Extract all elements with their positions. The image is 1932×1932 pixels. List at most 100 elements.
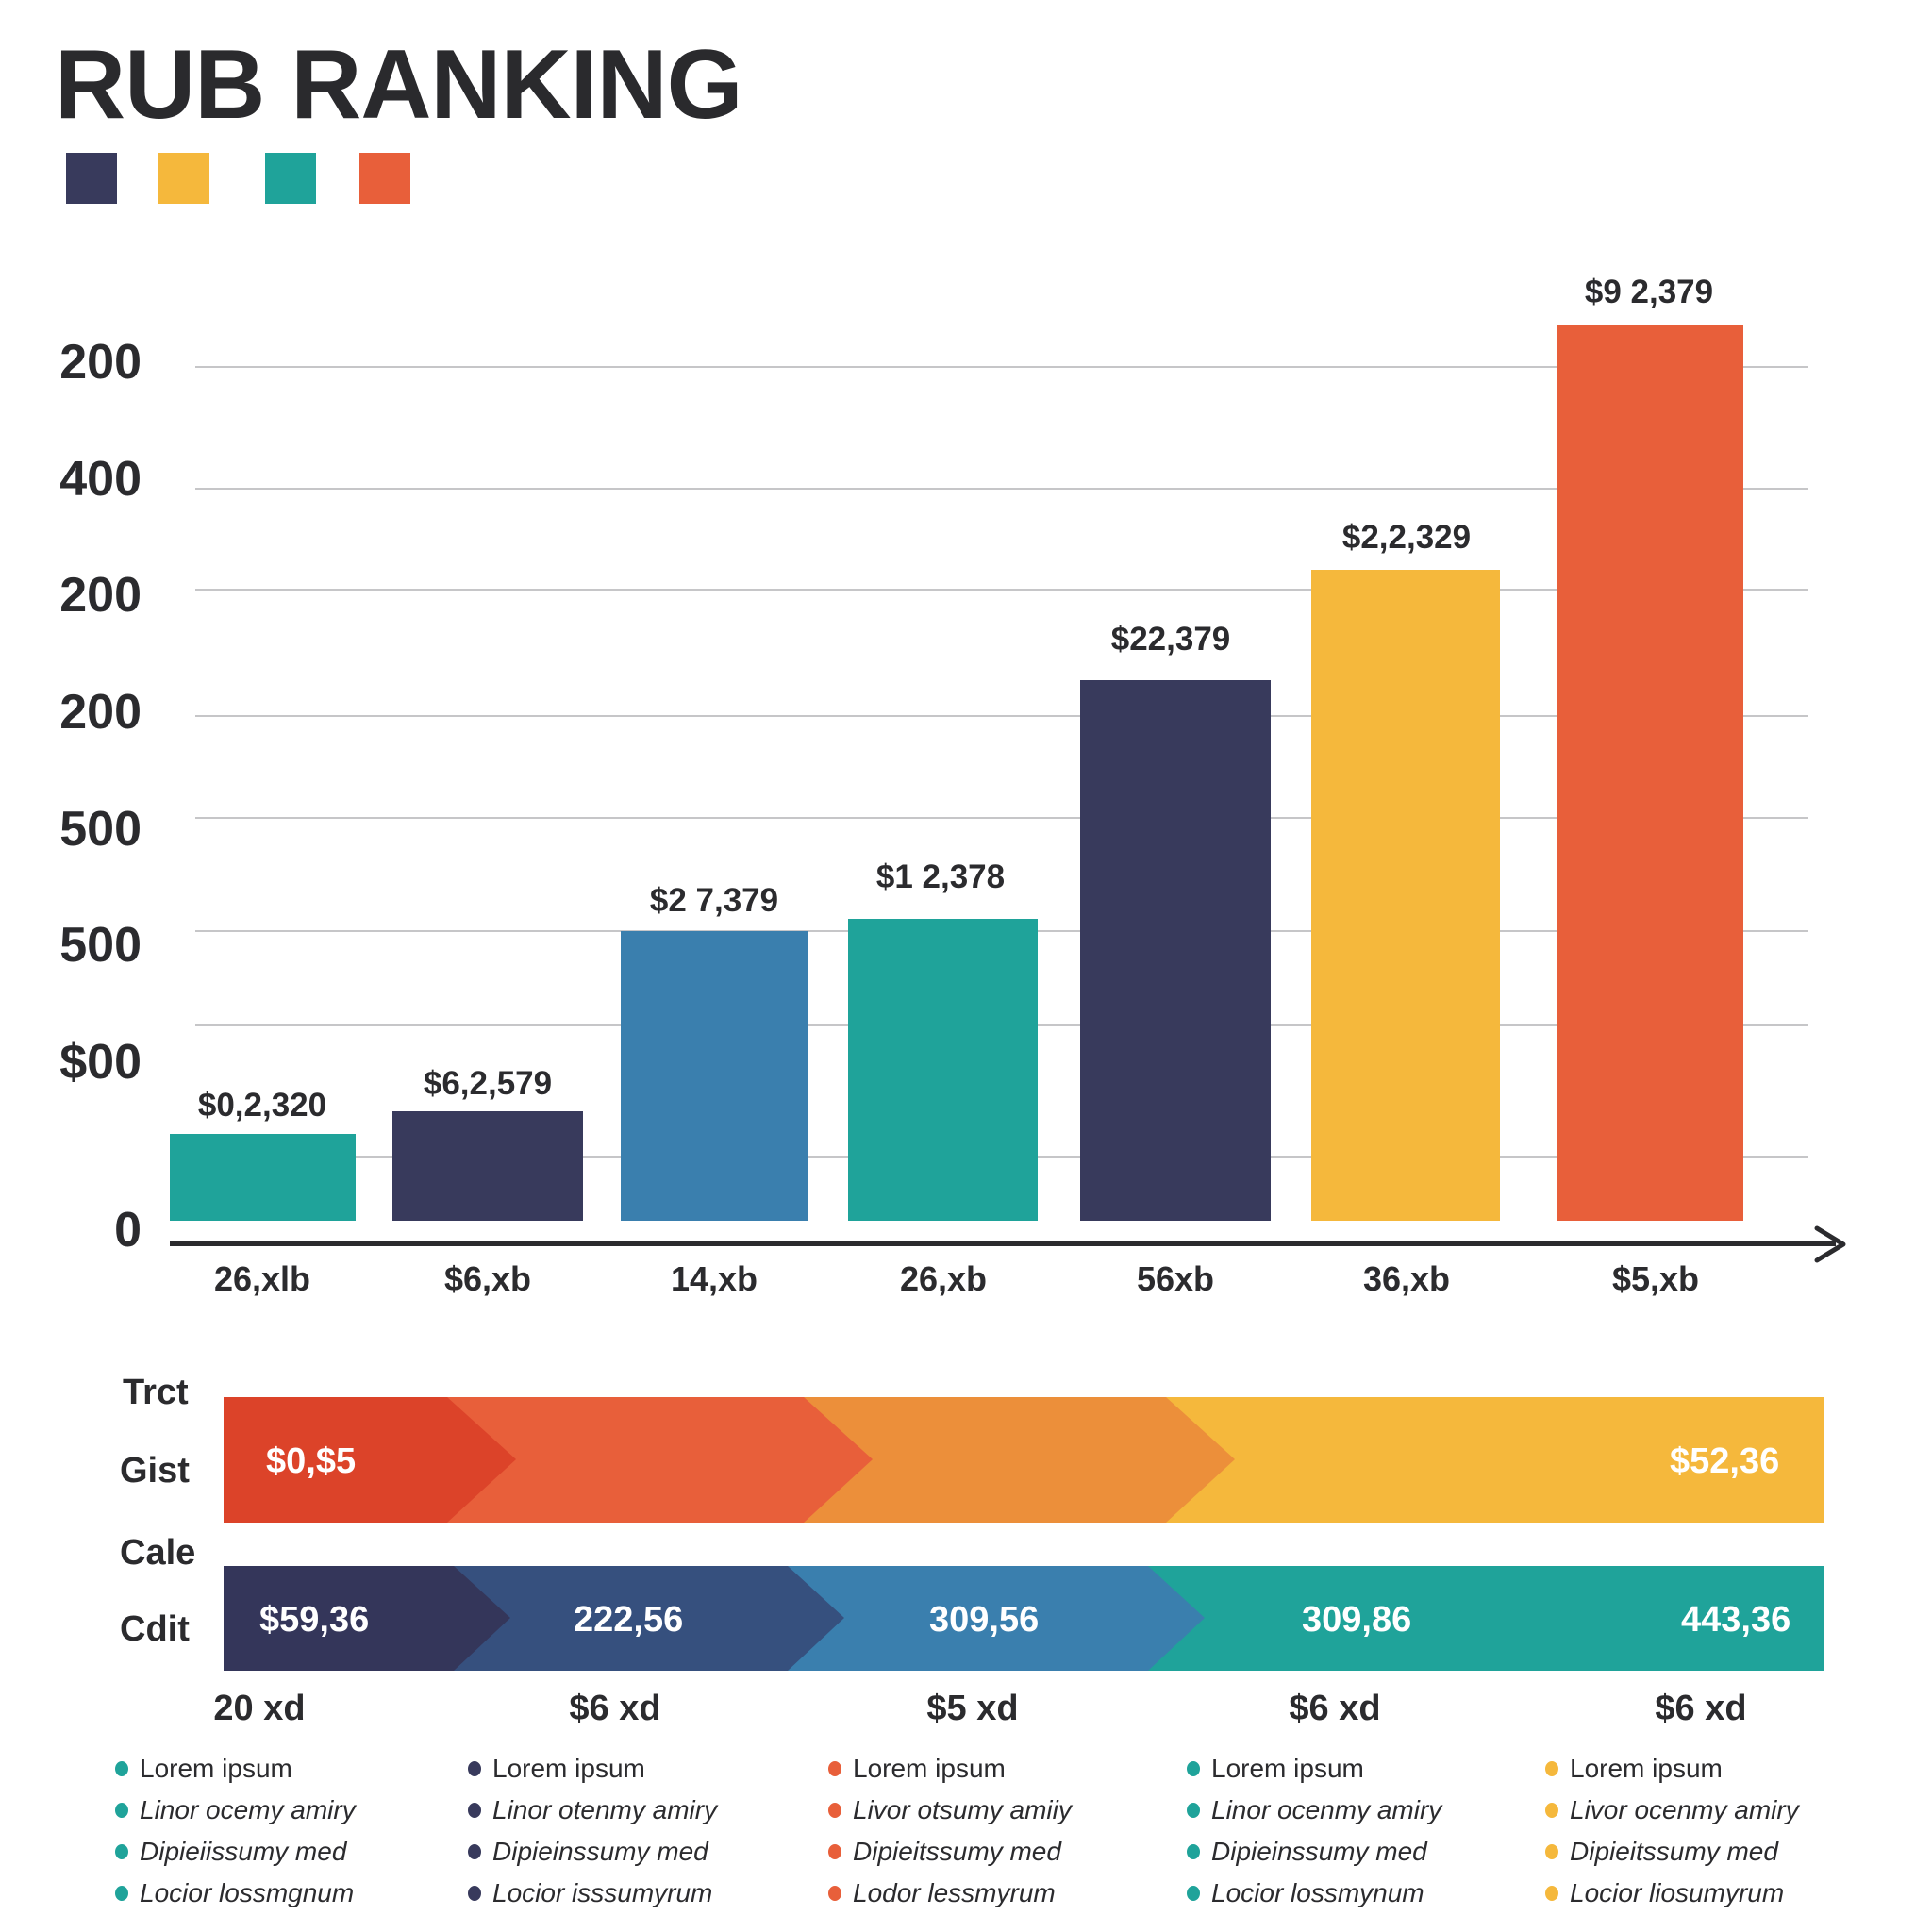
- band-value: 222,56: [574, 1600, 684, 1640]
- legend-item-label: Dipieinssumy med: [492, 1837, 708, 1866]
- bar-value-label: $22,379: [1110, 621, 1231, 658]
- legend-item: Dipieitssumy med: [1545, 1831, 1866, 1873]
- bullet-dot-icon: [828, 1886, 841, 1901]
- band-value: $0,$5: [266, 1441, 357, 1481]
- bar-3: [621, 931, 808, 1221]
- bullet-dot-icon: [1545, 1803, 1558, 1818]
- arrow-right-icon: [1814, 1225, 1846, 1263]
- legend-item: Lorem ipsum: [468, 1748, 789, 1790]
- legend-item-label: Linor otenmy amiry: [492, 1795, 718, 1824]
- gridline: [195, 366, 1808, 368]
- legend-item-label: Dipieitssumy med: [853, 1837, 1061, 1866]
- bar-6: [1311, 570, 1500, 1221]
- legend-item-label: Lodor lessmyrum: [853, 1878, 1056, 1907]
- legend-item-label: Lorem ipsum: [853, 1754, 1006, 1783]
- bullet-dot-icon: [115, 1844, 128, 1859]
- band-x-label: $6 xd: [1655, 1689, 1747, 1728]
- y-axis-label: 0: [114, 1203, 142, 1257]
- x-axis-label: $6,xb: [443, 1259, 532, 1298]
- chevron-band-bottom: [224, 1566, 1824, 1671]
- legend-item: Linor otenmy amiry: [468, 1790, 789, 1831]
- band-x-label: $5 xd: [926, 1689, 1019, 1728]
- x-axis-label: 26,xb: [899, 1259, 988, 1298]
- bar-5: [1080, 680, 1271, 1221]
- legend-item-label: Lorem ipsum: [1570, 1754, 1723, 1783]
- legend-item: Lodor lessmyrum: [828, 1873, 1149, 1914]
- chevron-band-bottom-shapes: [224, 1566, 1824, 1671]
- gridline: [195, 488, 1808, 490]
- chart-title: RUB RANKING: [55, 30, 743, 140]
- bullet-dot-icon: [468, 1761, 481, 1776]
- row-label: Trct: [123, 1373, 189, 1412]
- row-label: Cdit: [120, 1609, 190, 1649]
- legend-item: Dipieiissumy med: [115, 1831, 436, 1873]
- legend-item-label: Locior lossmynum: [1211, 1878, 1424, 1907]
- legend-item: Dipieinssumy med: [1187, 1831, 1507, 1873]
- bullet-dot-icon: [468, 1844, 481, 1859]
- band-value: 309,86: [1302, 1600, 1412, 1640]
- legend-column: Lorem ipsum Linor otenmy amiry Dipieinss…: [468, 1748, 789, 1914]
- bar-4: [848, 919, 1038, 1221]
- bullet-dot-icon: [828, 1844, 841, 1859]
- legend-column: Lorem ipsum Livor otsumy amiiy Dipieitss…: [828, 1748, 1149, 1914]
- x-axis-label: 56xb: [1136, 1259, 1215, 1298]
- bullet-dot-icon: [468, 1803, 481, 1818]
- legend-item-label: Dipieitssumy med: [1570, 1837, 1778, 1866]
- legend-item: Dipieinssumy med: [468, 1831, 789, 1873]
- legend-item: Lorem ipsum: [1187, 1748, 1507, 1790]
- bullet-dot-icon: [828, 1803, 841, 1818]
- legend-swatch-teal: [265, 153, 316, 204]
- y-axis-label: 400: [59, 452, 142, 507]
- legend-item-label: Livor ocenmy amiry: [1570, 1795, 1799, 1824]
- bar-1: [170, 1134, 356, 1221]
- legend-item-label: Locior lossmgnum: [140, 1878, 355, 1907]
- bullet-dot-icon: [115, 1886, 128, 1901]
- bar-value-label: $2,2,329: [1341, 519, 1472, 556]
- legend-item: Locior liosumyrum: [1545, 1873, 1866, 1914]
- band-x-label: 20 xd: [213, 1689, 306, 1728]
- band-value: 443,36: [1681, 1600, 1791, 1640]
- legend-item: Livor otsumy amiiy: [828, 1790, 1149, 1831]
- legend-item-label: Lorem ipsum: [1211, 1754, 1364, 1783]
- legend-item: Locior lossmgnum: [115, 1873, 436, 1914]
- legend-column: Lorem ipsum Linor ocenmy amiry Dipieinss…: [1187, 1748, 1507, 1914]
- bullet-dot-icon: [115, 1803, 128, 1818]
- gridline: [195, 589, 1808, 591]
- legend-swatch-orange: [359, 153, 410, 204]
- legend-item: Dipieitssumy med: [828, 1831, 1149, 1873]
- bullet-dot-icon: [115, 1761, 128, 1776]
- bar-value-label: $2 7,379: [649, 882, 779, 919]
- x-axis-label: $5,xb: [1611, 1259, 1700, 1298]
- legend-item: Linor ocenmy amiry: [1187, 1790, 1507, 1831]
- gridline: [195, 715, 1808, 717]
- bar-2: [392, 1111, 583, 1221]
- bullet-dot-icon: [828, 1761, 841, 1776]
- legend-item-label: Dipieiissumy med: [140, 1837, 347, 1866]
- legend-item-label: Lorem ipsum: [140, 1754, 292, 1783]
- y-axis-label: 200: [59, 568, 142, 623]
- bar-7: [1557, 325, 1743, 1221]
- bullet-dot-icon: [1545, 1886, 1558, 1901]
- bar-value-label: $1 2,378: [875, 858, 1006, 895]
- gridline: [195, 817, 1808, 819]
- legend-swatch-navy: [66, 153, 117, 204]
- row-label: Gist: [120, 1451, 190, 1491]
- band-x-label: $6 xd: [569, 1689, 661, 1728]
- band-value: 309,56: [929, 1600, 1040, 1640]
- legend-item: Lorem ipsum: [115, 1748, 436, 1790]
- y-axis-label: $00: [59, 1035, 142, 1090]
- legend-item: Lorem ipsum: [1545, 1748, 1866, 1790]
- band-value: $52,36: [1670, 1441, 1780, 1481]
- legend-item-label: Lorem ipsum: [492, 1754, 645, 1783]
- bullet-dot-icon: [1545, 1761, 1558, 1776]
- y-axis-label: 200: [59, 685, 142, 740]
- legend-item-label: Linor ocemy amiry: [140, 1795, 356, 1824]
- legend-item: Livor ocenmy amiry: [1545, 1790, 1866, 1831]
- y-axis-label: 500: [59, 802, 142, 857]
- chevron-band-top-shapes: [224, 1397, 1824, 1523]
- bar-value-label: $0,2,320: [197, 1087, 327, 1124]
- y-axis-label: 500: [59, 918, 142, 973]
- bullet-dot-icon: [1187, 1886, 1200, 1901]
- x-axis-line: [170, 1241, 1836, 1246]
- legend-swatch-yellow: [158, 153, 209, 204]
